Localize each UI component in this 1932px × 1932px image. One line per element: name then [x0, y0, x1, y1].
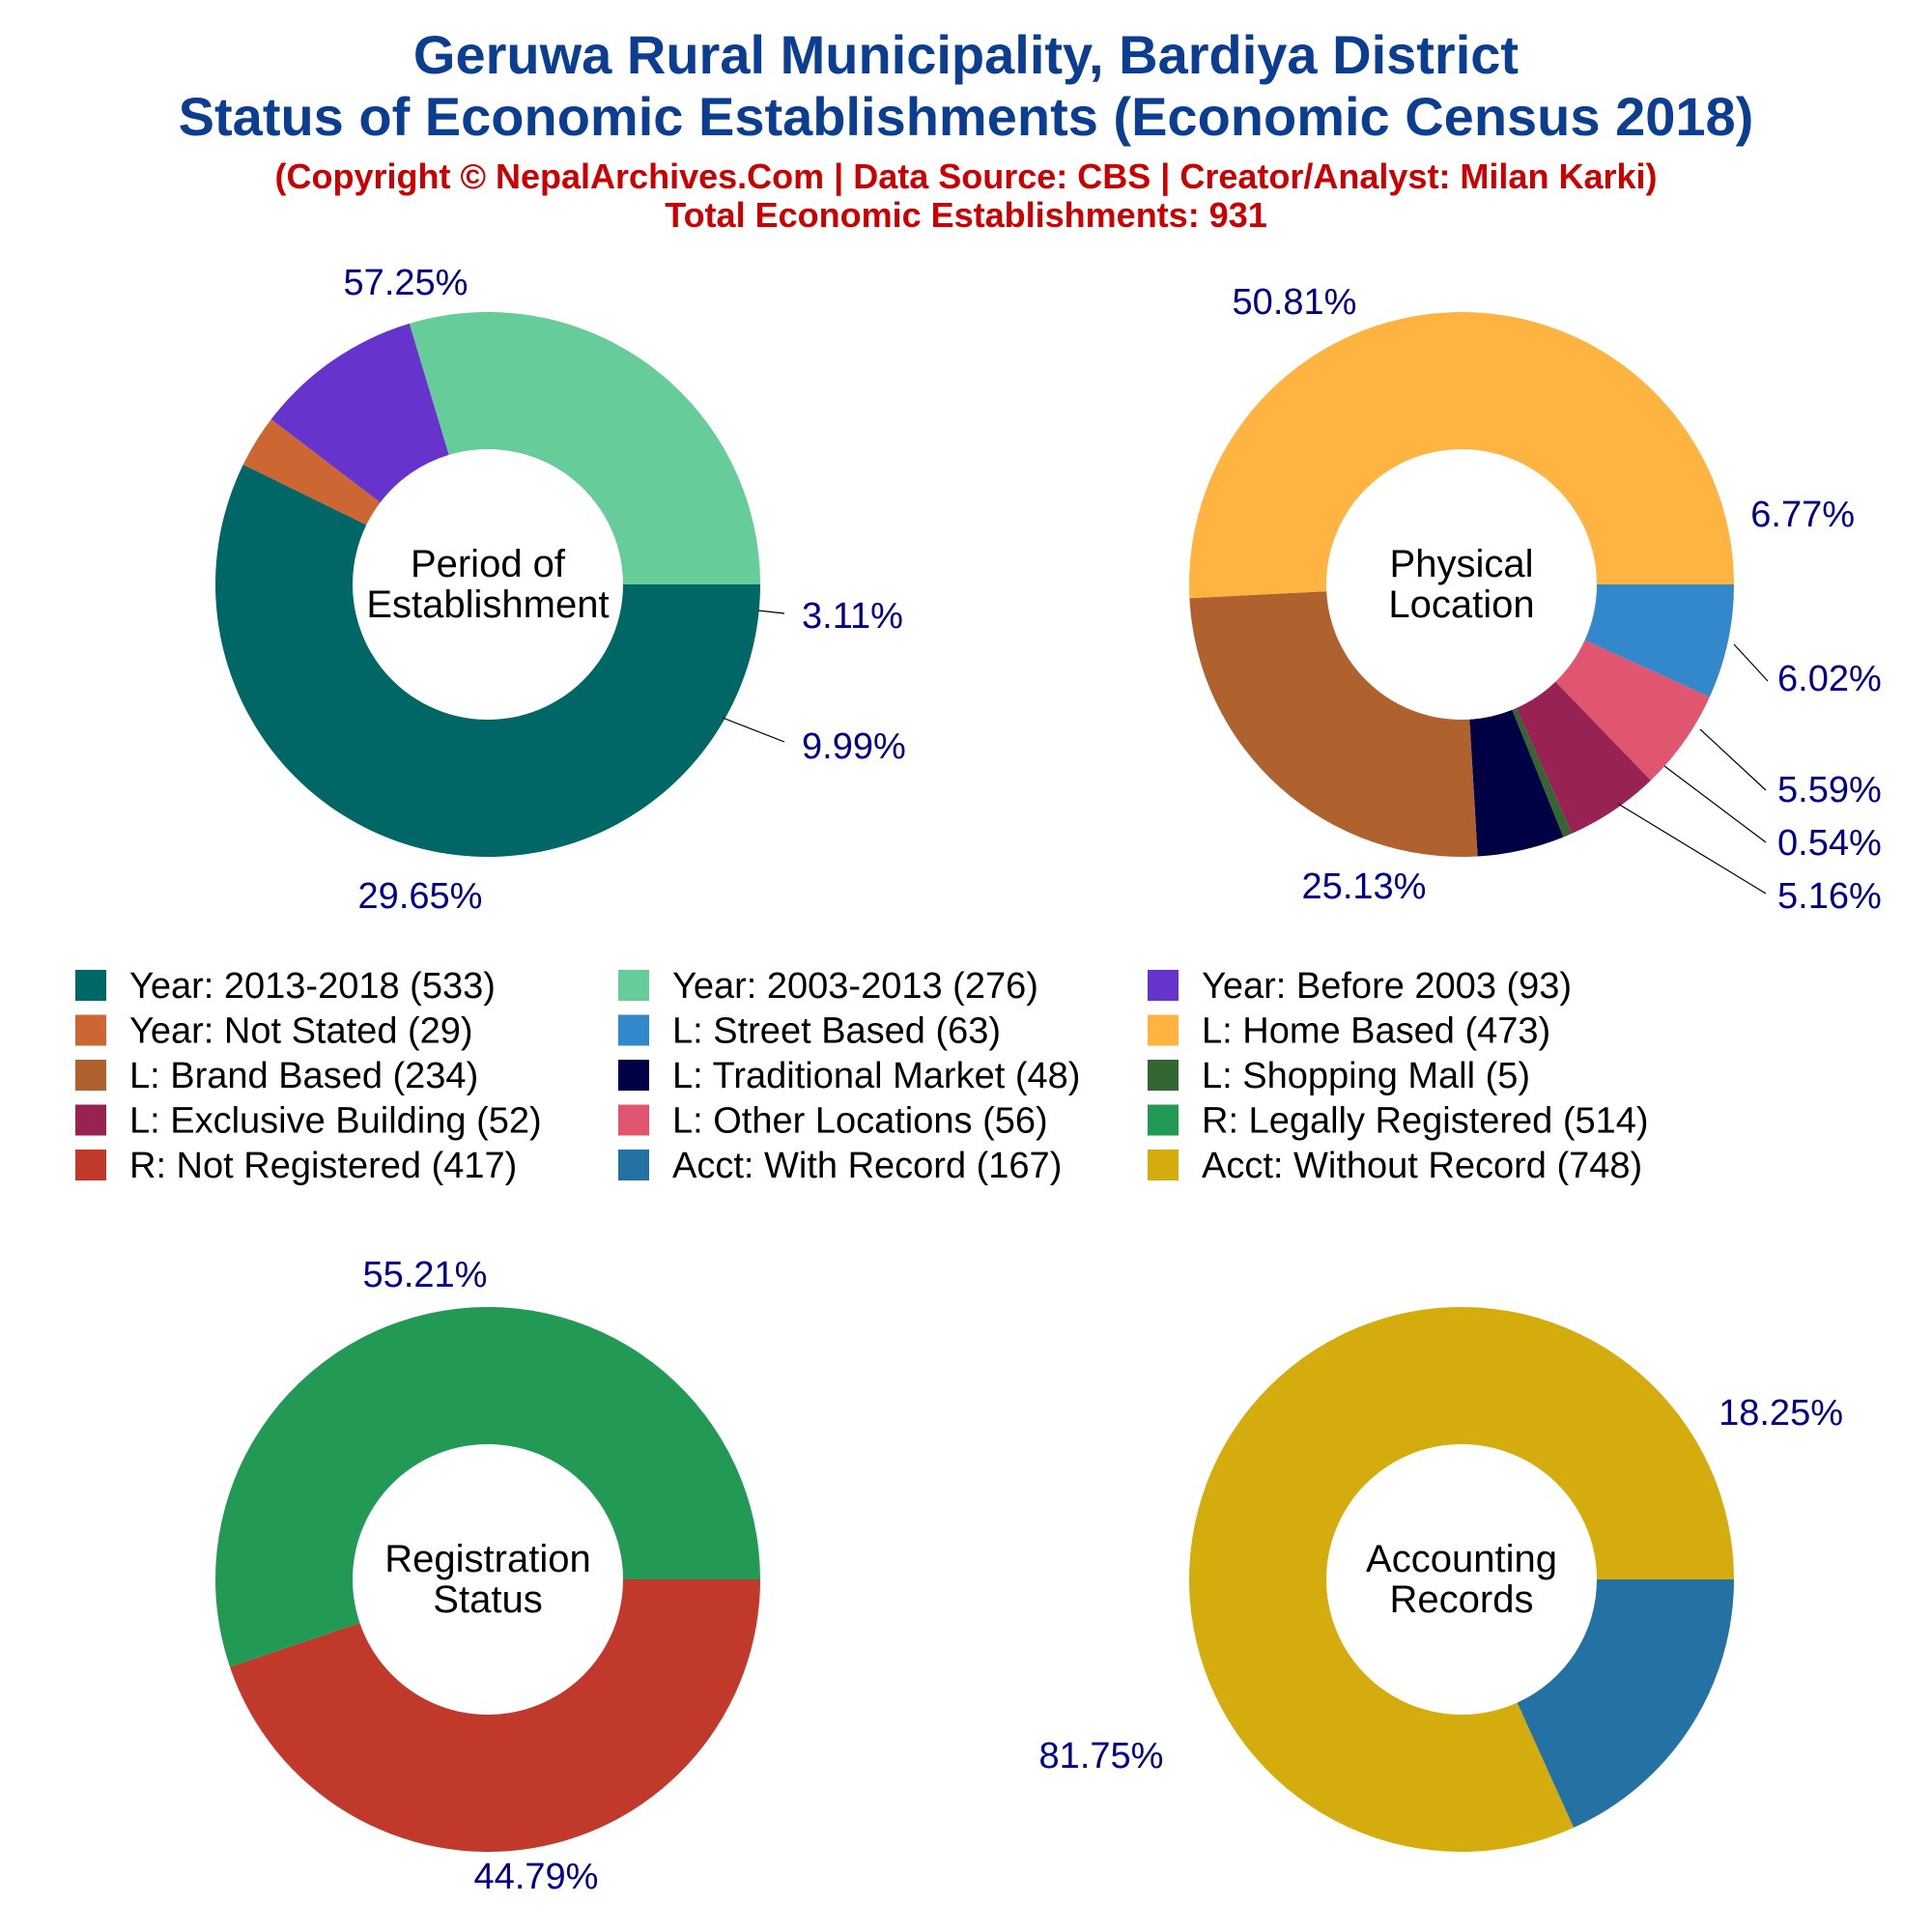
legend-swatch: [75, 1150, 106, 1180]
legend-swatch: [618, 1104, 649, 1136]
slice-l-traditional-market: [1469, 709, 1564, 857]
percent-label: 81.75%: [1039, 1736, 1164, 1776]
legend-swatch: [1148, 1060, 1179, 1091]
legend-swatch: [618, 1150, 649, 1180]
slice-l-street-based: [1584, 584, 1734, 697]
legend-entry: Acct: Without Record (748): [1202, 1146, 1642, 1186]
slice-r-not-registered: [229, 1579, 761, 1852]
percent-label: 55.21%: [363, 1255, 488, 1295]
total-subtitle: Total Economic Establishments: 931: [665, 195, 1267, 235]
slice-l-exclusive-building: [1516, 681, 1651, 834]
legend-swatch: [1148, 1150, 1179, 1180]
chart-title-line1: Geruwa Rural Municipality, Bardiya Distr…: [412, 24, 1520, 85]
donut-chart-1: 57.25% 3.11% 9.99% 29.65% Period of Establish…: [214, 263, 906, 917]
legend-entry: R: Legally Registered (514): [1202, 1101, 1649, 1142]
legend-swatch: [75, 1060, 106, 1091]
center-label: Physical Location: [1388, 543, 1534, 626]
legend: Year: 2013-2018 (533) Year: 2003-2013 (27…: [75, 966, 1649, 1186]
legend-swatch: [618, 970, 649, 1001]
legend-entry: L: Other Locations (56): [672, 1101, 1048, 1142]
center-label: Period of Establishment: [366, 543, 609, 626]
slice-r-legally-registered: [214, 1306, 760, 1667]
leader-line: [722, 717, 785, 743]
percent-label: 57.25%: [344, 263, 469, 303]
center-label: Registration Status: [384, 1538, 590, 1621]
percent-label: 44.79%: [474, 1857, 599, 1897]
slice-l-other-locations: [1555, 639, 1710, 781]
legend-entry: L: Home Based (473): [1202, 1011, 1550, 1052]
donut-chart-3: 44.79% 55.21% Registration Status: [214, 1255, 761, 1897]
legend-entry: L: Exclusive Building (52): [129, 1101, 542, 1142]
percent-label: 5.16%: [1777, 876, 1882, 917]
chart-title-line2: Status of Economic Establishments (Econo…: [178, 86, 1754, 147]
percent-label: 3.11%: [802, 596, 903, 637]
legend-entry: L: Brand Based (234): [129, 1056, 478, 1096]
legend-swatch: [1148, 970, 1179, 1001]
slice-year-2003-2013: [409, 312, 760, 584]
percent-label: 25.13%: [1302, 867, 1427, 907]
leader-line: [1663, 765, 1767, 843]
percent-label: 5.59%: [1777, 770, 1882, 810]
slice-l-brand-based: [1189, 591, 1478, 857]
legend-swatch: [1148, 1104, 1179, 1136]
percent-label: 9.99%: [802, 726, 906, 767]
slice-year-2013-2018: [214, 464, 760, 858]
percent-label: 6.77%: [1750, 495, 1855, 535]
legend-entry: L: Street Based (63): [672, 1011, 1001, 1052]
legend-entry: L: Traditional Market (48): [672, 1056, 1080, 1096]
slice-acct-without-record: [1189, 1306, 1734, 1852]
percent-label: 29.65%: [358, 876, 483, 917]
legend-swatch: [75, 970, 106, 1001]
legend-entry: L: Shopping Mall (5): [1202, 1056, 1530, 1096]
legend-entry: R: Not Registered (417): [129, 1146, 517, 1186]
leader-line: [1699, 728, 1767, 791]
legend-swatch: [618, 1014, 649, 1046]
legend-entry: Year: 2013-2018 (533): [129, 966, 496, 1007]
slice-year-not-stated: [242, 419, 381, 526]
legend-entry: Year: 2003-2013 (276): [672, 966, 1038, 1007]
legend-swatch: [618, 1060, 649, 1091]
legend-swatch: [75, 1014, 106, 1046]
slice-year-before-2003: [270, 323, 449, 503]
slice-acct-with-record: [1517, 1579, 1734, 1829]
leader-line: [1617, 803, 1767, 895]
slice-l-home-based: [1189, 312, 1734, 599]
copyright-subtitle: (Copyright © NepalArchives.Com | Data So…: [274, 156, 1658, 196]
legend-entry: Year: Not Stated (29): [129, 1011, 473, 1052]
donut-chart-2: 6.77% 6.02% 5.59% 0.54% 5.16% 25.13% 50.81% Phy…: [1189, 282, 1882, 917]
percent-label: 0.54%: [1777, 823, 1882, 864]
percent-label: 50.81%: [1233, 282, 1357, 323]
percent-label: 6.02%: [1777, 659, 1882, 699]
legend-swatch: [75, 1104, 106, 1136]
slice-l-shopping-mall: [1512, 708, 1573, 838]
leader-line: [757, 610, 785, 614]
donut-chart-4: 18.25% 81.75% Accounting Records: [1039, 1306, 1843, 1852]
legend-entry: Year: Before 2003 (93): [1202, 966, 1572, 1007]
percent-label: 18.25%: [1719, 1393, 1843, 1434]
center-label: Accounting Records: [1366, 1538, 1557, 1621]
legend-swatch: [1148, 1014, 1179, 1046]
leader-line: [1733, 643, 1769, 682]
legend-entry: Acct: With Record (167): [672, 1146, 1062, 1186]
